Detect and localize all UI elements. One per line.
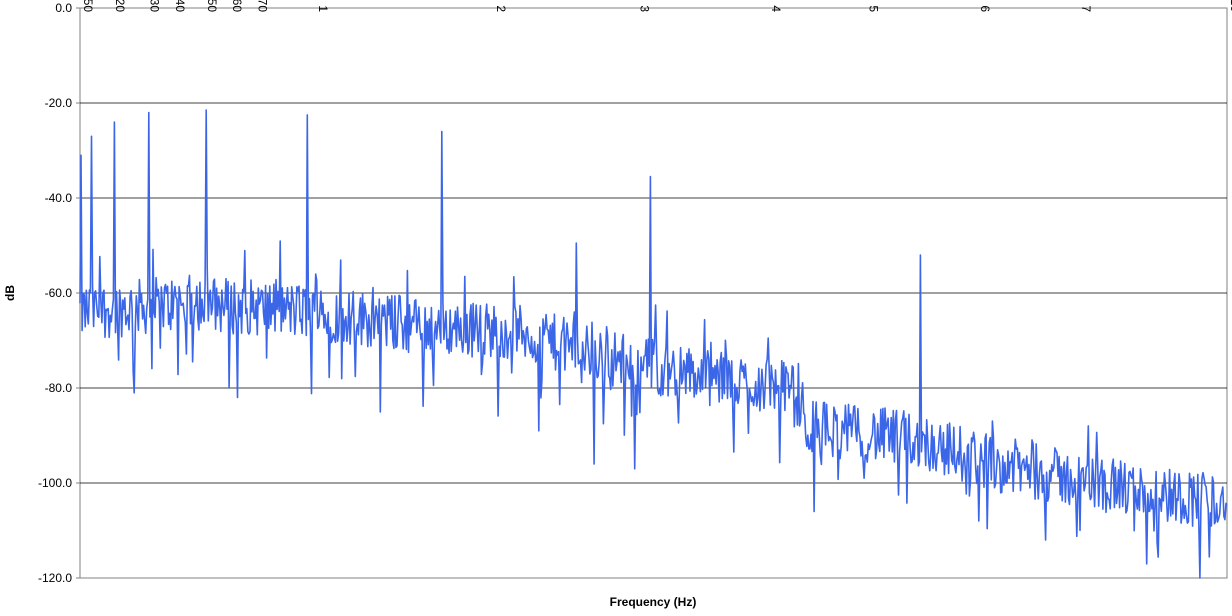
x-tick-label: 1: [316, 5, 330, 12]
x-tick-label: 7: [1079, 5, 1093, 12]
x-tick-label: 4: [769, 5, 783, 12]
y-tick-label: -60.0: [45, 286, 73, 300]
y-tick-label: -80.0: [45, 381, 73, 395]
y-tick-label: -120.0: [38, 571, 72, 585]
x-tick-label: 70: [255, 0, 269, 12]
x-tick-label: 50: [205, 0, 219, 12]
series-line: [79, 109, 1228, 579]
y-tick-label: -40.0: [45, 191, 73, 205]
x-tick-label: 5: [867, 5, 881, 12]
x-tick-label: 3: [637, 5, 651, 12]
y-tick-label: -20.0: [45, 96, 73, 110]
x-tick-label: 30: [148, 0, 162, 12]
y-axis-ticks: 0.0 -20.0 -40.0 -60.0 -80.0 -100.0 -120.0: [38, 1, 80, 585]
x-tick-label: 2: [494, 5, 508, 12]
x-axis-ticks: 50 20 30 40 50 60 70 1 2 3 4 5 6 7 10: [81, 0, 1232, 12]
x-tick-label: 10: [1228, 0, 1232, 12]
y-tick-label: -100.0: [38, 476, 72, 490]
y-tick-label: 0.0: [55, 1, 72, 15]
x-tick-label: 60: [230, 0, 244, 12]
x-axis-title: Frequency (Hz): [610, 595, 697, 609]
y-axis-title: dB: [3, 285, 17, 301]
x-tick-label: 6: [978, 5, 992, 12]
x-tick-label: 40: [173, 0, 187, 12]
x-tick-label: 20: [113, 0, 127, 12]
x-tick-label: 50: [81, 0, 95, 12]
